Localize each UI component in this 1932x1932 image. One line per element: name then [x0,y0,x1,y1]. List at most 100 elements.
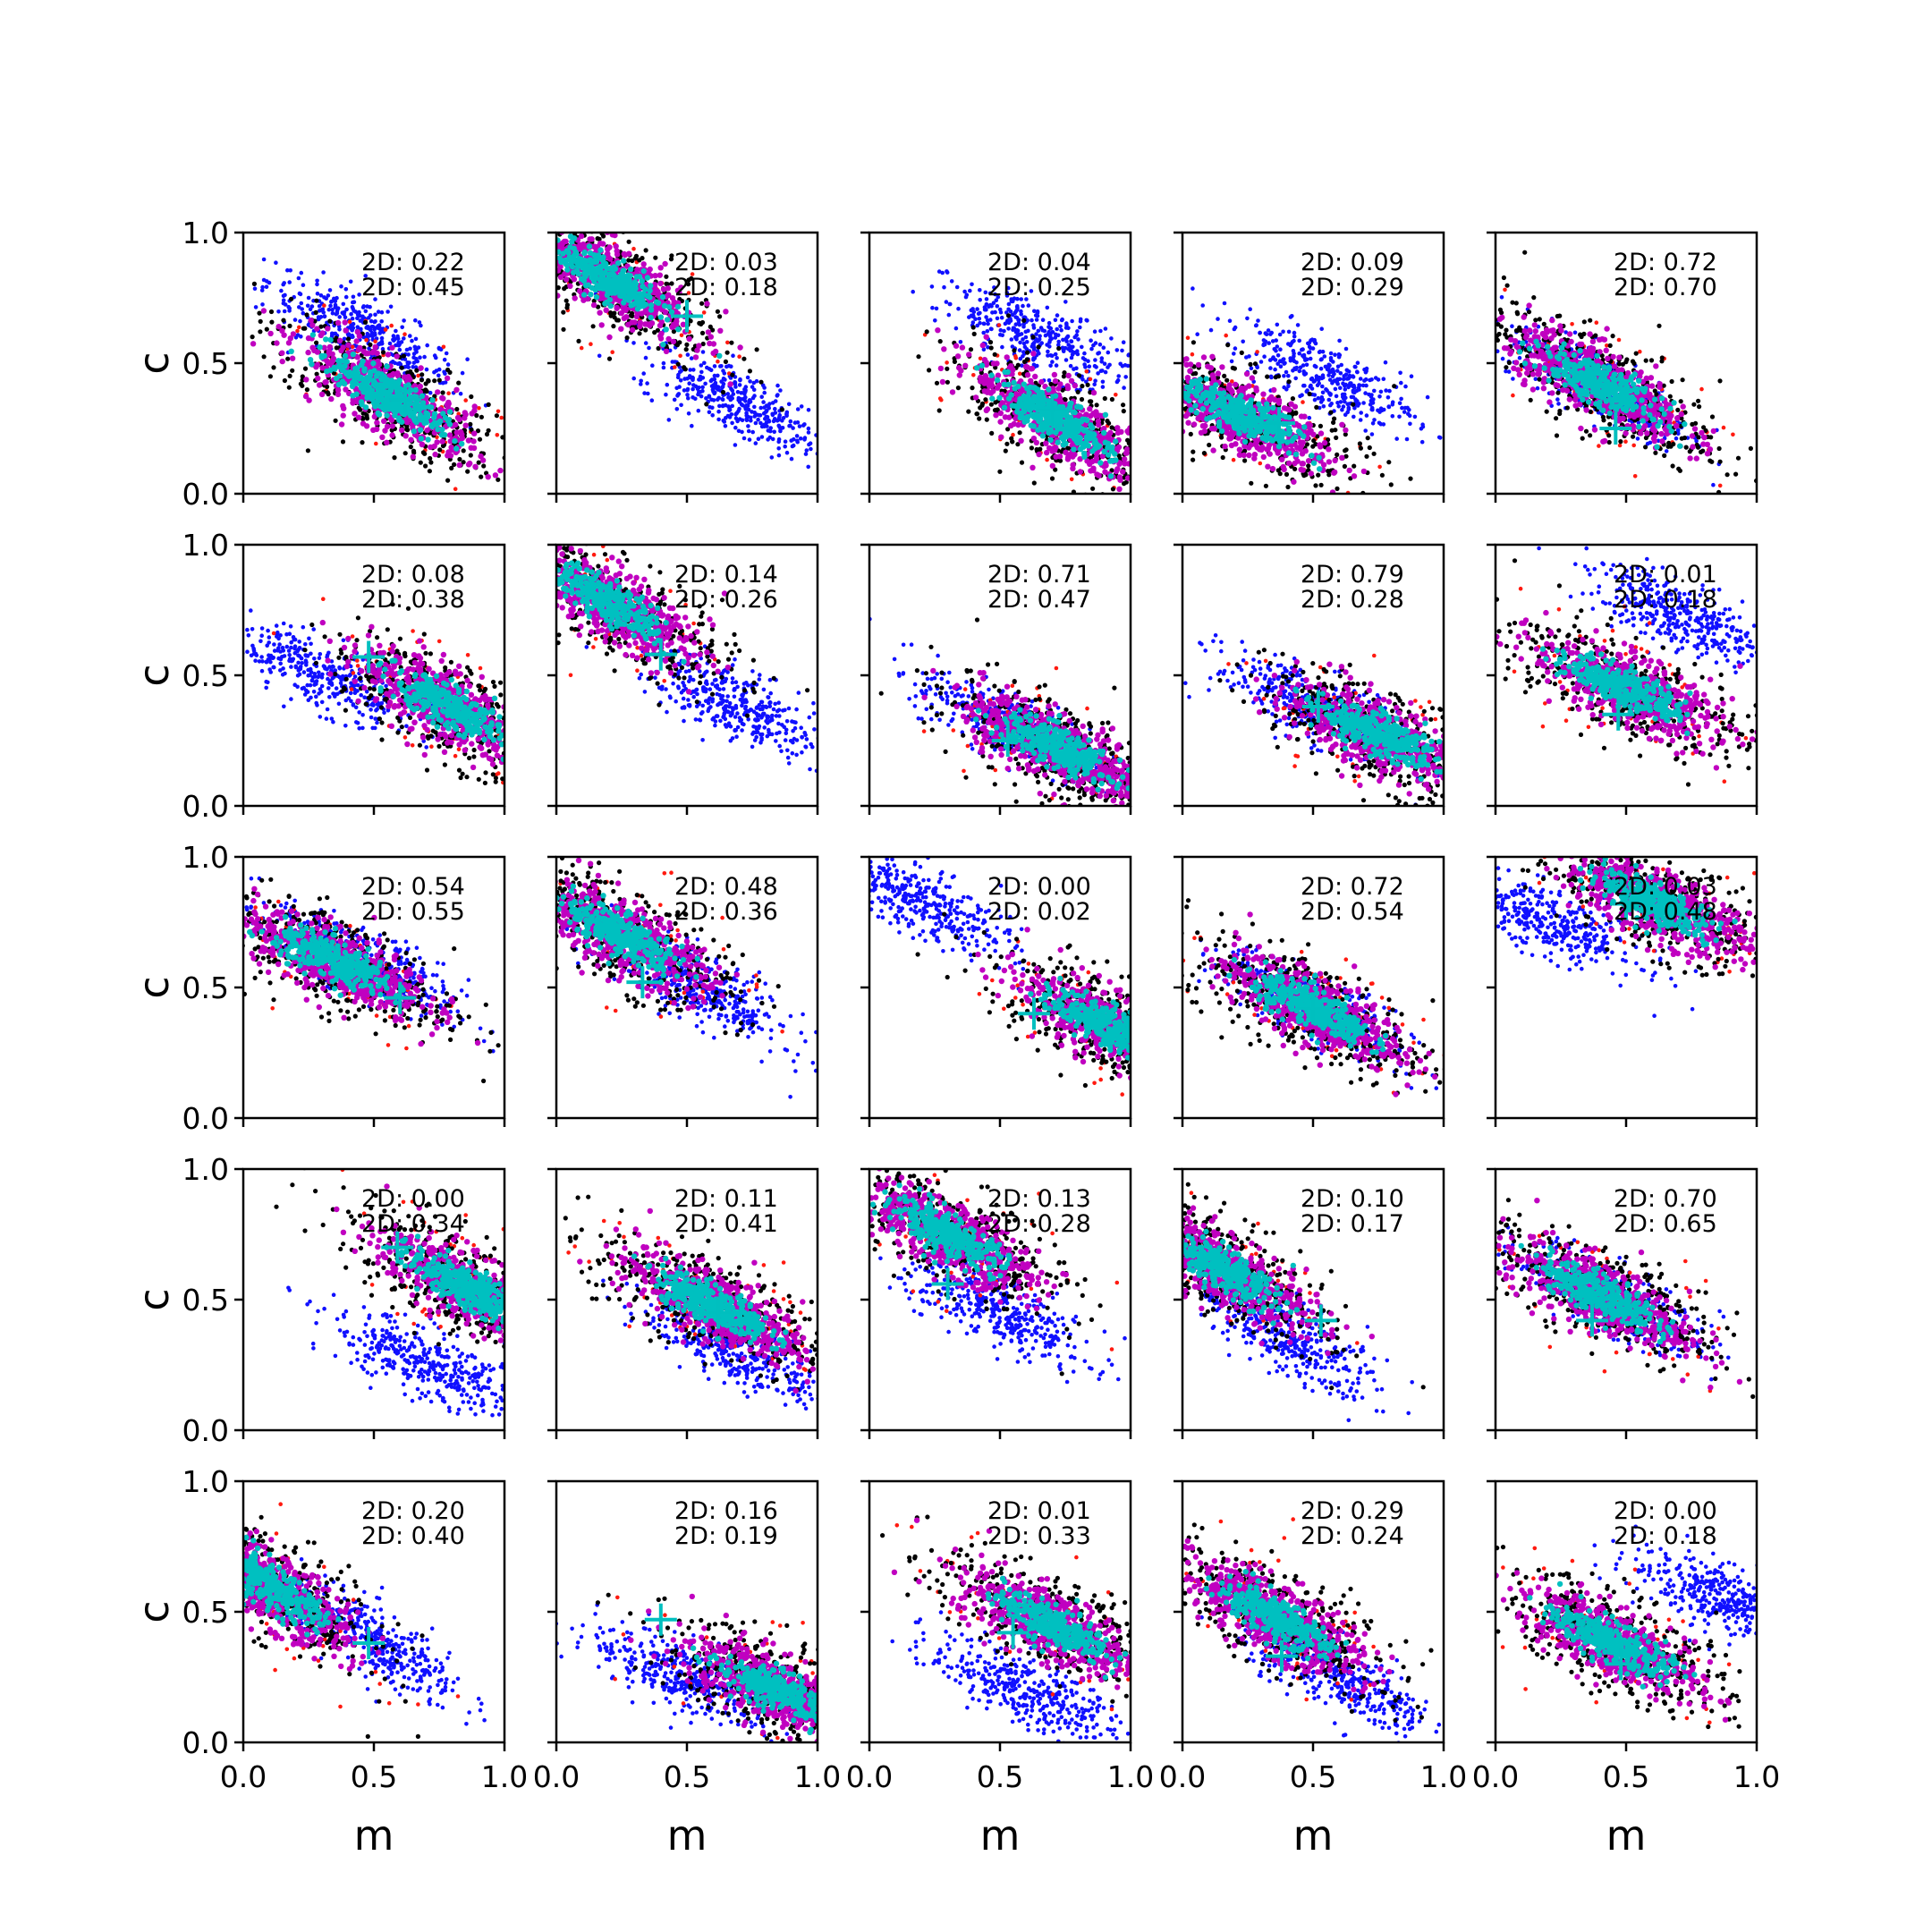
series-a-mid-point [658,335,664,341]
series-b-point [749,419,753,423]
series-a-outer-point [682,365,686,369]
series-b-point [300,301,304,306]
series-a-mid-point [1118,429,1123,435]
series-a-mid-point [453,387,459,393]
series-b-point [1047,321,1052,326]
series-a-outlier-point [463,398,468,402]
series-a-mid-point [1023,364,1029,369]
series-b-point [1059,328,1063,333]
series-b-point [773,407,777,411]
series-a-outer-point [363,320,368,325]
series-b-point [778,388,783,393]
series-b-point [687,411,691,416]
series-b-point [716,387,721,392]
series-a-outer-point [400,366,404,370]
series-b-point [774,399,778,403]
series-b-point [791,426,795,430]
series-a-outer-point [676,362,681,367]
series-a-mid-point [1030,351,1036,356]
series-b-point [1019,357,1023,361]
series-a-mid-point [354,338,360,343]
series-b-point [716,397,720,402]
series-a-outer-point [432,378,436,383]
series-a-core-point [572,250,578,255]
series-b-point [1036,309,1040,314]
series-a-outlier-point [496,410,501,414]
series-a-mid-point [1096,419,1101,424]
series-a-core-point [452,438,457,444]
series-a-outlier-point [678,354,682,359]
series-a-core-point [1113,438,1118,444]
series-a-mid-point [645,321,650,326]
series-a-outer-point [304,312,309,317]
series-a-core-point [988,372,994,377]
series-a-core-point [379,371,385,377]
series-a-core-point [370,360,376,366]
series-a-mid-point [694,347,699,352]
series-a-mid-point [389,345,394,351]
series-b-point [709,369,714,373]
series-b-point [716,410,721,414]
series-a-outer-point [1095,402,1099,407]
series-b-point [1044,334,1048,338]
series-a-mid-point [497,468,503,473]
series-b-point [406,352,411,357]
series-a-outer-point [708,325,713,329]
series-a-mid-point [978,375,983,380]
series-b-point [933,318,937,323]
series-a-core-point [570,264,575,269]
series-b-point [287,309,292,313]
series-a-core-point [669,309,674,315]
series-b-point [283,293,287,298]
series-a-mid-point [572,295,578,301]
series-b-point [1093,364,1097,369]
series-a-mid-point [577,242,582,248]
series-a-mid-point [471,445,477,451]
series-b-point [730,421,734,426]
series-b-point [342,302,346,307]
series-b-point [738,378,742,383]
series-a-outer-point [724,360,728,364]
series-a-outer-point [637,258,641,262]
series-a-core-point [583,274,589,279]
series-a-mid-point [998,435,1004,440]
series-b-point [282,281,286,285]
series-a-outer-point [1106,421,1111,426]
series-a-mid-point [1036,452,1041,457]
series-a-mid-point [325,326,330,331]
series-a-mid-point [1120,469,1125,474]
series-b-point [443,358,447,362]
series-b-point [1064,336,1069,341]
series-b-point [331,311,335,316]
series-a-mid-point [337,338,343,343]
series-a-core-point [408,413,413,419]
series-a-core-point [340,358,345,363]
series-b-point [1069,364,1073,369]
series-a-mid-point [1034,440,1039,445]
series-b-point [408,334,412,338]
series-b-point [1093,378,1097,383]
series-a-core-point [370,394,376,399]
series-b-point [1054,352,1058,357]
series-a-outer-point [428,469,432,473]
series-a-mid-point [390,423,395,428]
series-a-mid-point [654,288,659,293]
series-b-point [796,407,801,411]
series-a-core-point [592,258,597,263]
series-a-outer-point [1056,346,1061,351]
series-a-outer-point [1018,430,1022,435]
series-a-outlier-point [389,324,394,328]
series-b-point [765,424,769,428]
series-b-point [351,317,355,321]
series-a-outer-point [966,410,970,414]
series-a-outlier-point [938,396,943,401]
series-b-point [1064,358,1069,362]
series-b-point [1046,325,1051,329]
series-a-outer-point [684,347,689,352]
series-b-point [734,416,739,420]
series-a-core-point [582,258,588,263]
series-b-point [699,370,704,375]
series-a-outer-point [972,332,977,336]
series-b-point [1046,350,1050,354]
series-b-point [465,357,470,361]
